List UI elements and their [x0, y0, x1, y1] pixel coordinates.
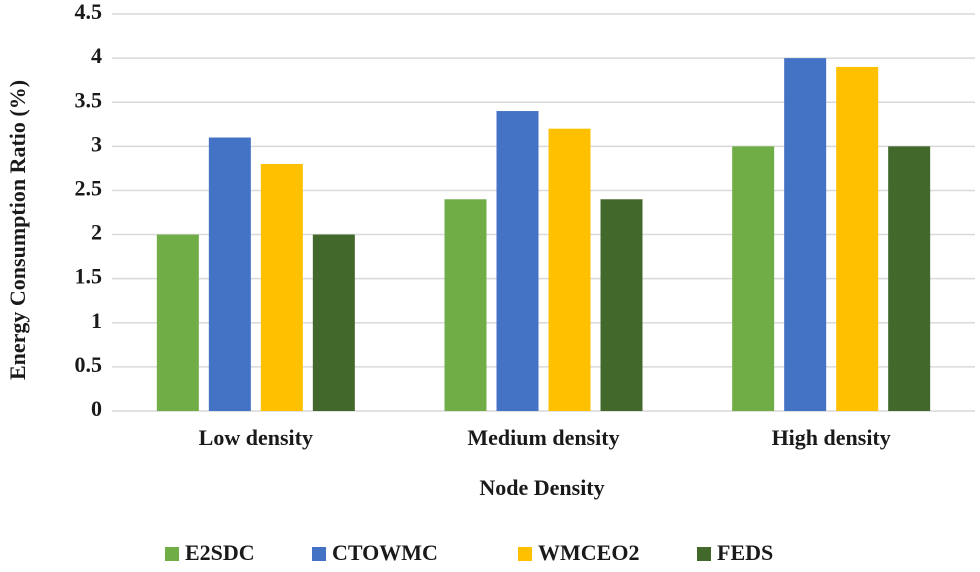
y-tick-label: 2.5: [75, 175, 103, 200]
y-tick-label: 4.5: [75, 0, 103, 24]
bar: [156, 234, 199, 411]
bar: [784, 58, 827, 411]
bar: [312, 234, 355, 411]
y-tick-label: 4: [91, 43, 102, 68]
bar: [496, 111, 539, 412]
legend-label: FEDS: [717, 540, 773, 565]
legend-label: WMCEO2: [538, 540, 639, 565]
y-tick-label: 0.5: [75, 352, 103, 377]
legend-swatch: [312, 547, 326, 561]
bar: [600, 199, 643, 411]
legend-label: E2SDC: [185, 540, 255, 565]
y-tick-label: 3: [91, 131, 102, 156]
bar: [888, 146, 931, 412]
y-tick-label: 3.5: [75, 87, 103, 112]
x-axis-title: Node Density: [479, 475, 604, 500]
bar: [444, 199, 487, 411]
bar: [548, 128, 591, 411]
x-tick-label: High density: [772, 425, 891, 450]
bar: [732, 146, 775, 412]
y-tick-label: 0: [91, 396, 102, 421]
y-tick-label: 2: [91, 220, 102, 245]
legend-swatch: [518, 547, 532, 561]
legend-label: CTOWMC: [332, 540, 438, 565]
bar: [836, 66, 879, 411]
legend-swatch: [165, 547, 179, 561]
y-tick-label: 1.5: [75, 264, 103, 289]
bar: [208, 137, 251, 411]
bar: [260, 163, 303, 411]
legend-swatch: [697, 547, 711, 561]
x-tick-label: Low density: [199, 425, 313, 450]
y-tick-label: 1: [91, 308, 102, 333]
x-tick-label: Medium density: [467, 425, 619, 450]
y-axis-title: Energy Consumption Ratio (%): [5, 80, 30, 380]
